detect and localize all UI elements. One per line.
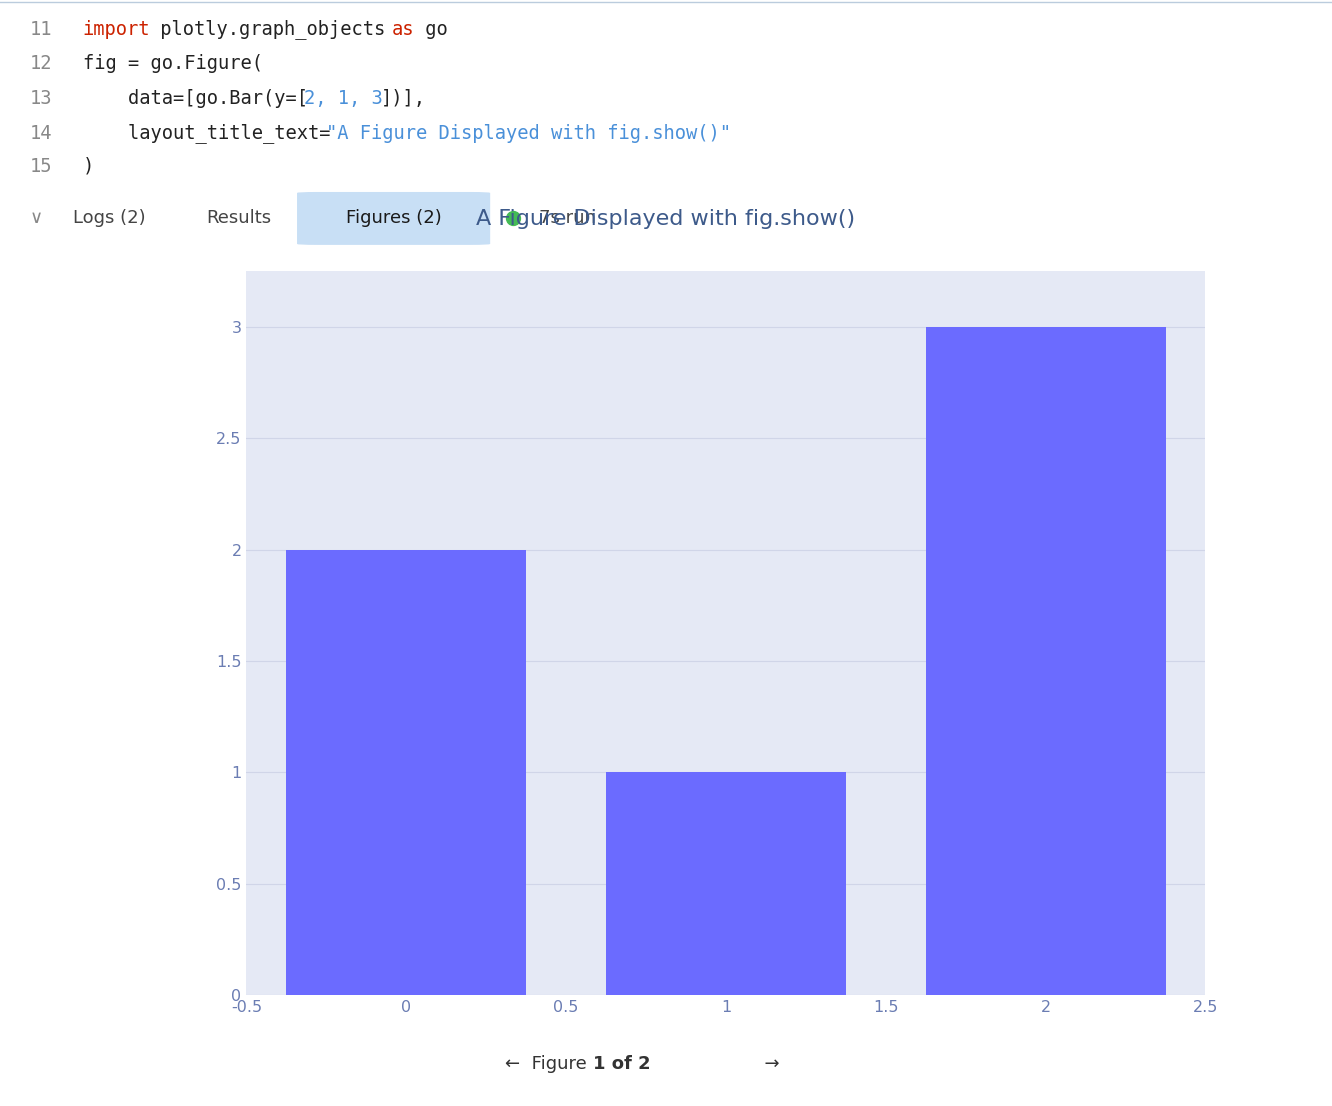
Text: layout_title_text=: layout_title_text= bbox=[83, 123, 330, 143]
Text: "A Figure Displayed with fig.show()": "A Figure Displayed with fig.show()" bbox=[326, 124, 731, 143]
Text: Figures (2): Figures (2) bbox=[346, 209, 441, 228]
Text: 7s run: 7s run bbox=[539, 209, 597, 228]
Bar bbox=[286, 550, 526, 995]
Text: →: → bbox=[753, 1055, 779, 1073]
Text: ): ) bbox=[83, 157, 93, 176]
Text: go: go bbox=[414, 20, 448, 39]
Text: ←  Figure: ← Figure bbox=[505, 1055, 593, 1073]
Text: 11: 11 bbox=[29, 20, 52, 39]
Text: as: as bbox=[392, 20, 414, 39]
Text: 13: 13 bbox=[29, 90, 52, 108]
Text: fig = go.Figure(: fig = go.Figure( bbox=[83, 54, 262, 73]
Text: Logs (2): Logs (2) bbox=[73, 209, 147, 228]
Text: A Figure Displayed with fig.show(): A Figure Displayed with fig.show() bbox=[477, 209, 855, 229]
Text: Results: Results bbox=[206, 209, 272, 228]
Text: 15: 15 bbox=[29, 157, 52, 176]
Text: 12: 12 bbox=[29, 54, 52, 73]
Text: ])],: ])], bbox=[381, 90, 426, 108]
Text: 1 of 2: 1 of 2 bbox=[593, 1055, 650, 1073]
Text: ∨: ∨ bbox=[29, 209, 43, 228]
Text: plotly.graph_objects: plotly.graph_objects bbox=[149, 19, 397, 39]
Text: import: import bbox=[83, 20, 151, 39]
Text: 2, 1, 3: 2, 1, 3 bbox=[304, 90, 382, 108]
Bar bbox=[926, 326, 1166, 995]
Bar bbox=[606, 772, 846, 995]
Text: 14: 14 bbox=[29, 124, 52, 143]
Text: data=[go.Bar(y=[: data=[go.Bar(y=[ bbox=[83, 90, 308, 108]
FancyBboxPatch shape bbox=[297, 192, 490, 244]
